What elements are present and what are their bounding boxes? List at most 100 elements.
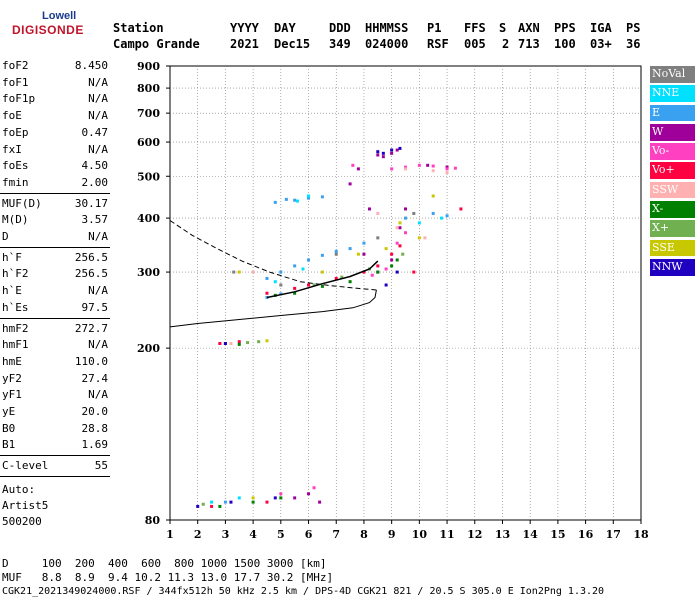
echo-point [307,258,311,262]
echo-point [445,167,449,171]
auto-scaling-text: 500200 [2,514,42,528]
echo-point [431,211,435,215]
logo-top-text: Lowell [42,10,77,22]
header-value: Dec15 [274,37,311,51]
echo-point [279,492,283,496]
echo-point [237,340,241,344]
parameter-name: foEs [2,159,29,173]
auto-scaling-text: Artist5 [2,498,49,512]
parameter-name: foEp [2,125,29,139]
echo-point [251,496,255,500]
echo-point [417,221,421,225]
parameter-row: yF2 27.4 [0,371,110,388]
parameter-value: 8.450 [74,59,108,72]
file-info: CGK21_2021349024000.RSF / 344fx512h 50 k… [2,586,605,597]
divider [0,475,110,477]
echo-point [237,496,241,500]
echo-point [257,340,261,344]
header-label: AXN [518,21,540,35]
echo-point [395,258,399,262]
echo-point [431,194,435,198]
parameter-row: h`Es 97.5 [0,300,110,317]
echo-point [293,291,297,295]
echo-point [232,270,236,274]
divider [0,455,110,457]
echo-point [318,500,322,504]
parameter-name: h`F [2,250,22,264]
parameter-row: C-level 55 [0,458,110,475]
x-tick-label: 4 [249,528,257,541]
echo-point [293,496,297,500]
header-value: 100 [554,37,576,51]
x-tick-label: 7 [332,528,340,541]
echo-point [301,267,305,271]
echo-point [348,280,352,284]
echo-point [431,169,435,173]
echo-point [279,283,283,287]
y-tick-label: 700 [137,107,160,120]
echo-point [398,146,402,150]
echo-point [395,148,399,152]
echo-point [404,165,407,169]
header-label: IGA [590,21,612,35]
header-label: S [499,21,507,35]
parameter-value: 3.57 [81,213,109,227]
x-tick-label: 1 [166,528,174,541]
parameter-name: MUF(D) [2,196,42,210]
parameter-value: 30.17 [74,196,108,210]
o-trace-line [266,260,379,299]
logo-main-text: DIGISONDE [12,23,84,37]
echo-point [404,216,407,220]
echo-point [265,276,269,280]
auto-scaling-text: Auto: [2,482,36,496]
parameter-name: foF1 [2,75,29,89]
echo-point [390,167,394,171]
parameter-row: MUF(D) 30.17 [0,196,110,213]
echo-point [376,236,380,240]
echo-point [390,252,394,256]
legend-item: NNE [650,85,695,102]
header-value: 2021 [230,37,259,51]
echo-point [265,339,269,343]
parameter-value: 1.69 [81,438,109,452]
parameter-name: hmE [2,354,22,368]
echo-point [218,341,222,345]
echo-point [362,252,366,256]
x-tick-label: 11 [439,528,454,541]
echo-point [390,258,394,262]
legend-item: SSW [650,181,695,199]
echo-point [423,236,427,240]
echo-point [356,252,360,256]
echo-point [246,341,250,345]
parameter-row: foF1 N/A [0,75,110,92]
header-value: 36 [626,37,641,51]
legend-item: E [650,104,695,122]
echo-point [334,252,338,256]
echo-point [251,270,255,274]
y-tick-label: 500 [137,170,160,183]
parameter-name: yF2 [2,371,22,385]
echo-point [404,167,407,171]
header-label: Station [113,21,164,35]
echo-point [417,163,421,167]
legend-item: X- [650,200,695,218]
echo-point [201,502,205,506]
echo-point [412,270,416,274]
parameter-name: foF1p [2,92,36,106]
echo-point [367,207,371,211]
echo-point [279,270,283,274]
echo-point [273,280,277,284]
header-label: P1 [427,21,442,35]
parameter-row: hmE 110.0 [0,354,110,371]
parameter-name: C-level [2,459,49,473]
echo-point [307,194,311,198]
echo-point [459,207,463,211]
echo-point [362,270,366,274]
header-label: DAY [274,21,296,35]
echo-point [196,504,200,508]
echo-point [307,492,311,496]
echo-point [334,249,338,253]
echo-point [356,167,360,171]
parameter-value: N/A [88,284,108,298]
echo-point [412,211,416,215]
